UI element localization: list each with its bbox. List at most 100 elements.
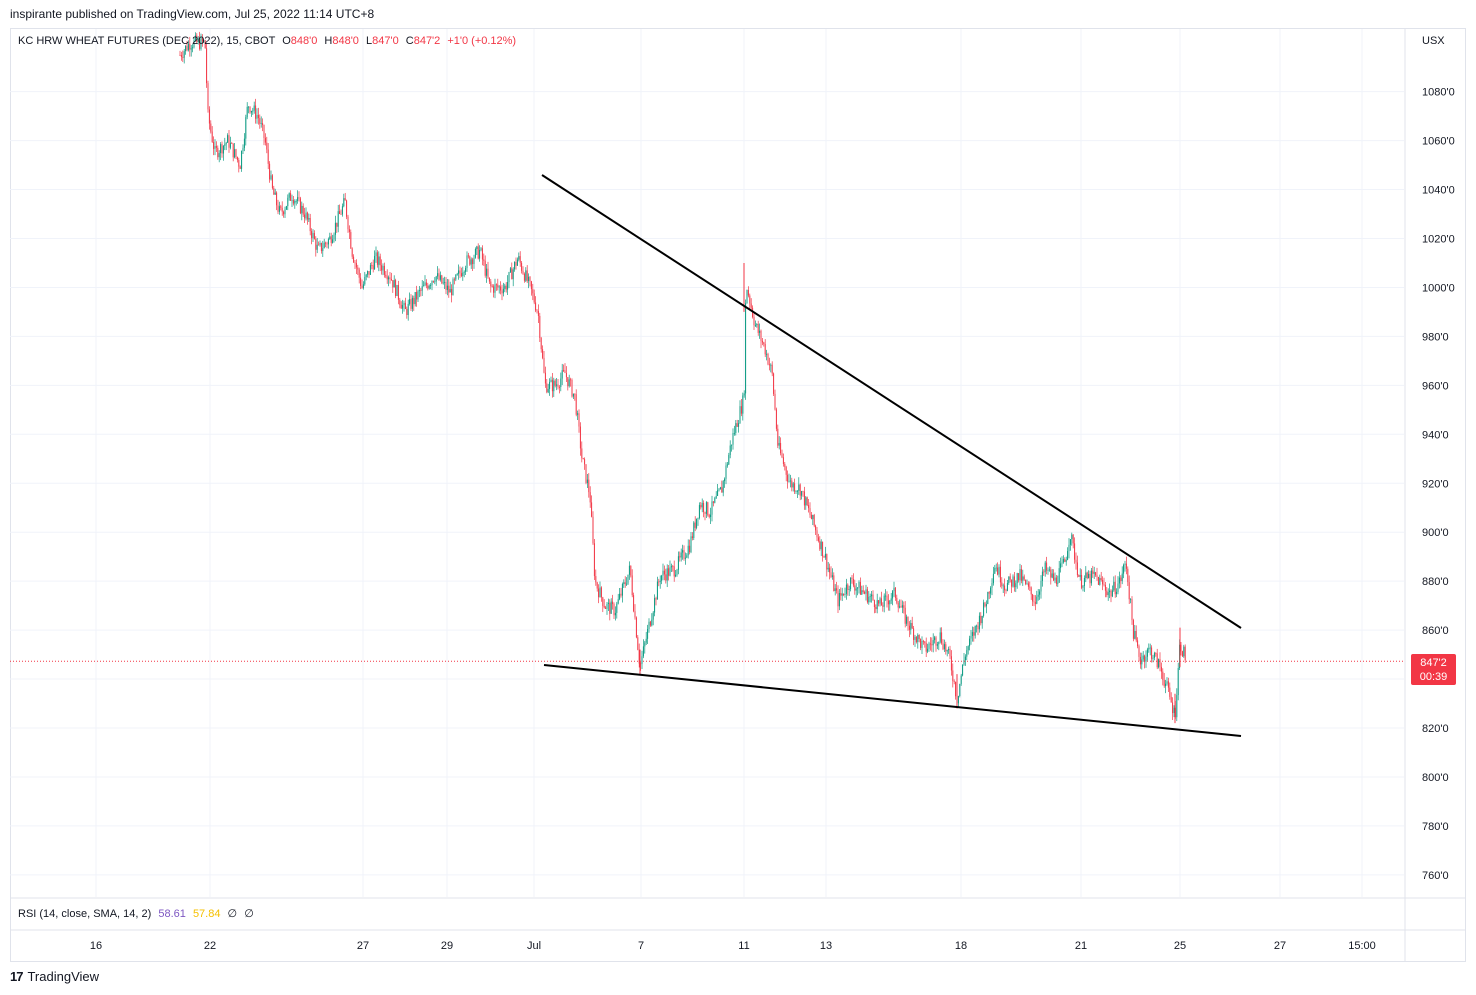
candle-body — [1043, 571, 1045, 573]
candle-body — [1107, 592, 1109, 596]
candle-body — [903, 605, 905, 608]
candle-body — [512, 269, 514, 280]
candle-body — [1012, 576, 1014, 587]
candle-body — [508, 272, 510, 283]
candle-body — [281, 207, 283, 212]
candle-body — [262, 123, 264, 126]
candle-body — [791, 480, 793, 488]
candle-body — [910, 622, 912, 630]
candle-body — [658, 581, 660, 583]
candle-body — [795, 491, 797, 492]
candle-body — [655, 598, 657, 600]
x-tick-label: 15:00 — [1348, 940, 1376, 952]
candle-body — [518, 256, 520, 260]
candle-body — [460, 273, 462, 276]
candle-body — [1141, 659, 1143, 665]
x-tick-label: 11 — [738, 940, 749, 952]
symbol-legend[interactable]: KC HRW WHEAT FUTURES (DEC 2022), 15, CBO… — [18, 35, 516, 47]
candle-body — [928, 643, 930, 649]
candle-body — [274, 192, 276, 195]
candle-body — [407, 303, 409, 316]
candle-body — [591, 502, 593, 517]
candle-body — [511, 268, 513, 280]
candle-body — [966, 650, 968, 657]
tradingview-brand[interactable]: 17 TradingView — [10, 969, 99, 984]
candle-body — [582, 458, 584, 460]
candle-body — [613, 604, 615, 616]
candle-body — [1013, 576, 1015, 588]
candle-body — [248, 106, 250, 108]
candle-body — [424, 282, 426, 286]
candle-body — [630, 565, 632, 576]
currency-label[interactable]: USX — [1422, 35, 1445, 47]
candle-body — [199, 38, 201, 49]
candle-body — [980, 615, 982, 624]
candle-body — [700, 505, 702, 508]
candle-body — [570, 379, 572, 381]
candle-body — [1034, 602, 1036, 604]
candle-body — [521, 262, 523, 271]
candle-body — [196, 35, 198, 43]
candle-body — [679, 556, 681, 558]
close-label: C — [405, 35, 414, 47]
candle-body — [470, 259, 472, 265]
candle-body — [444, 281, 446, 283]
candle-body — [943, 644, 945, 650]
candle-body — [794, 483, 796, 492]
candle-body — [721, 487, 723, 493]
candle-body — [1121, 573, 1123, 582]
candle-body — [287, 197, 289, 207]
candle-body — [276, 192, 278, 206]
rsi-label[interactable]: RSI (14, close, SMA, 14, 2) — [18, 908, 152, 920]
candle-body — [228, 135, 230, 148]
candle-body — [626, 583, 628, 585]
candle-body — [960, 675, 962, 684]
candle-body — [743, 393, 745, 396]
candle-body — [481, 248, 483, 260]
candle-body — [490, 281, 492, 287]
candle-body — [729, 445, 731, 456]
candle-body — [438, 273, 440, 280]
rsi-legend[interactable]: RSI (14, close, SMA, 14, 2) 58.61 57.84 … — [18, 907, 254, 920]
candle-body — [1100, 578, 1102, 580]
candle-body — [306, 212, 308, 220]
candle-body — [809, 508, 811, 515]
candle-body — [596, 582, 598, 589]
candle-body — [592, 516, 594, 544]
candle-body — [1111, 590, 1113, 597]
candle-body — [1089, 573, 1091, 584]
candle-body — [561, 370, 563, 379]
candle-body — [1139, 656, 1141, 665]
candle-body — [784, 463, 786, 467]
candle-body — [241, 151, 243, 169]
candle-body — [836, 588, 838, 591]
candle-body — [767, 353, 769, 365]
candle-body — [386, 276, 388, 280]
candle-body — [325, 242, 327, 244]
candle-body — [623, 582, 625, 585]
candle-body — [396, 285, 398, 296]
candle-body — [308, 217, 310, 220]
candle-body — [442, 282, 444, 284]
candle-body — [654, 598, 656, 613]
candle-body — [830, 572, 832, 577]
candle-body — [859, 581, 861, 595]
candle-body — [430, 285, 432, 286]
candle-body — [620, 593, 622, 596]
candle-body — [855, 588, 857, 591]
candle-body — [612, 601, 614, 605]
candle-body — [179, 54, 181, 56]
candle-body — [183, 51, 185, 58]
x-tick-label: 21 — [1075, 940, 1087, 952]
candle-body — [691, 536, 693, 538]
candle-body — [889, 600, 891, 605]
candle-body — [1023, 576, 1025, 580]
candle-body — [815, 525, 817, 531]
candle-body — [1176, 695, 1178, 718]
symbol-name[interactable]: KC HRW WHEAT FUTURES (DEC 2022), 15, CBO… — [18, 35, 276, 47]
candle-body — [726, 464, 728, 466]
candle-body — [813, 514, 815, 526]
chart-frame[interactable] — [10, 28, 1466, 962]
candle-body — [1172, 702, 1174, 714]
